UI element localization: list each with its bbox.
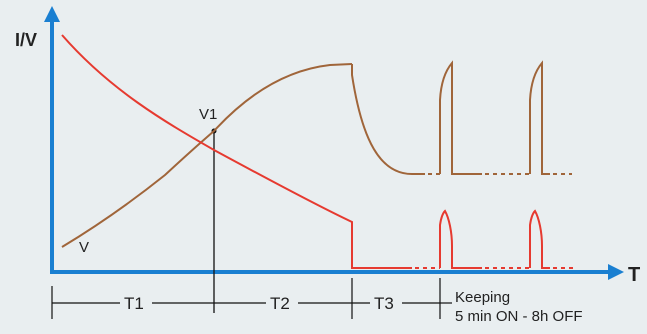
voltage-curve <box>61 60 572 248</box>
keeping-label-line2: 5 min ON - 8h OFF <box>455 308 583 325</box>
axes <box>44 6 624 280</box>
phase-t1-label: T1 <box>124 294 144 313</box>
voltage-pulse-2 <box>529 60 550 175</box>
y-axis-arrow <box>44 6 60 22</box>
v1-label: V1 <box>199 106 217 123</box>
phase-t3-label: T3 <box>374 294 394 313</box>
x-axis-label: T <box>628 264 640 286</box>
current-curve <box>61 34 574 269</box>
x-axis-arrow <box>608 264 624 280</box>
voltage-pulse-1 <box>439 60 482 175</box>
v-curve-label: V <box>79 239 89 256</box>
current-decay <box>61 34 412 269</box>
keeping-label-line1: Keeping <box>455 289 510 306</box>
voltage-rise <box>61 63 353 248</box>
voltage-decay <box>351 64 425 175</box>
phase-t2-label: T2 <box>270 294 290 313</box>
phase-timeline <box>51 278 452 319</box>
current-pulse-1 <box>439 209 482 269</box>
current-pulse-2 <box>529 209 550 269</box>
y-axis-label: I/V <box>15 30 37 50</box>
